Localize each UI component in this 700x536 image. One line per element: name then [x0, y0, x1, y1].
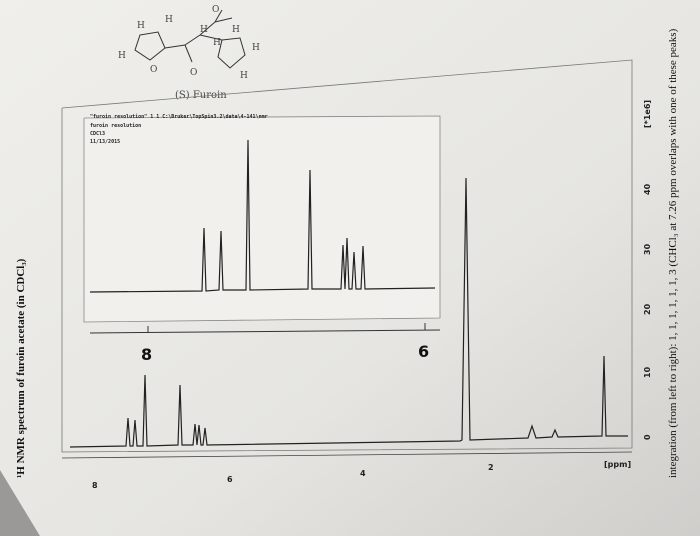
main-frame: [61, 59, 633, 453]
y-tick-label: 40: [643, 183, 652, 195]
x-tick-label: 4: [360, 469, 366, 478]
atom-label: H: [165, 15, 173, 25]
inset-axis-label: 6: [418, 342, 429, 361]
x-unit: [ppm]: [604, 460, 631, 469]
structure: [134, 9, 246, 69]
atom-label: H: [200, 25, 208, 35]
x-tick-label: 8: [92, 481, 98, 490]
right-caption: integration (from left to right): 1, 1, …: [667, 28, 679, 478]
y-tick-label: 0: [643, 434, 652, 440]
structure-caption: (S) Furoin: [175, 90, 227, 101]
x-tick-label: 6: [227, 475, 233, 484]
atom-label: O: [150, 65, 157, 75]
inset-header: 11/13/2015: [90, 139, 120, 145]
atom-label: H: [240, 71, 248, 81]
left-caption: ¹H NMR spectrum of furoin acetate (in CD…: [15, 258, 27, 478]
atom-label: H: [232, 25, 240, 35]
inset-frame: [83, 115, 441, 323]
inset-spectrum: [89, 139, 436, 293]
y-tick-label: 20: [643, 303, 652, 315]
y-unit: [*1e6]: [643, 100, 652, 128]
atom-label: H: [213, 38, 221, 48]
atom-label: H: [137, 21, 145, 31]
y-tick-label: 30: [643, 243, 652, 255]
inset-header: CDCl3: [90, 131, 105, 137]
table-edge: [0, 470, 40, 536]
inset-header: "furoin resolution" 1 1 C:\Bruker\TopSpi…: [90, 114, 268, 120]
atom-label: H: [252, 43, 260, 53]
y-tick-label: 10: [643, 366, 652, 378]
x-axis: [61, 451, 633, 459]
inset-header: furoin resolution: [90, 123, 141, 129]
atom-label: O: [190, 68, 197, 78]
x-tick-label: 2: [488, 463, 494, 472]
inset-axis-label: 8: [141, 345, 152, 364]
main-spectrum: [69, 177, 628, 448]
atom-label: O: [212, 5, 219, 15]
atom-label: H: [118, 51, 126, 61]
